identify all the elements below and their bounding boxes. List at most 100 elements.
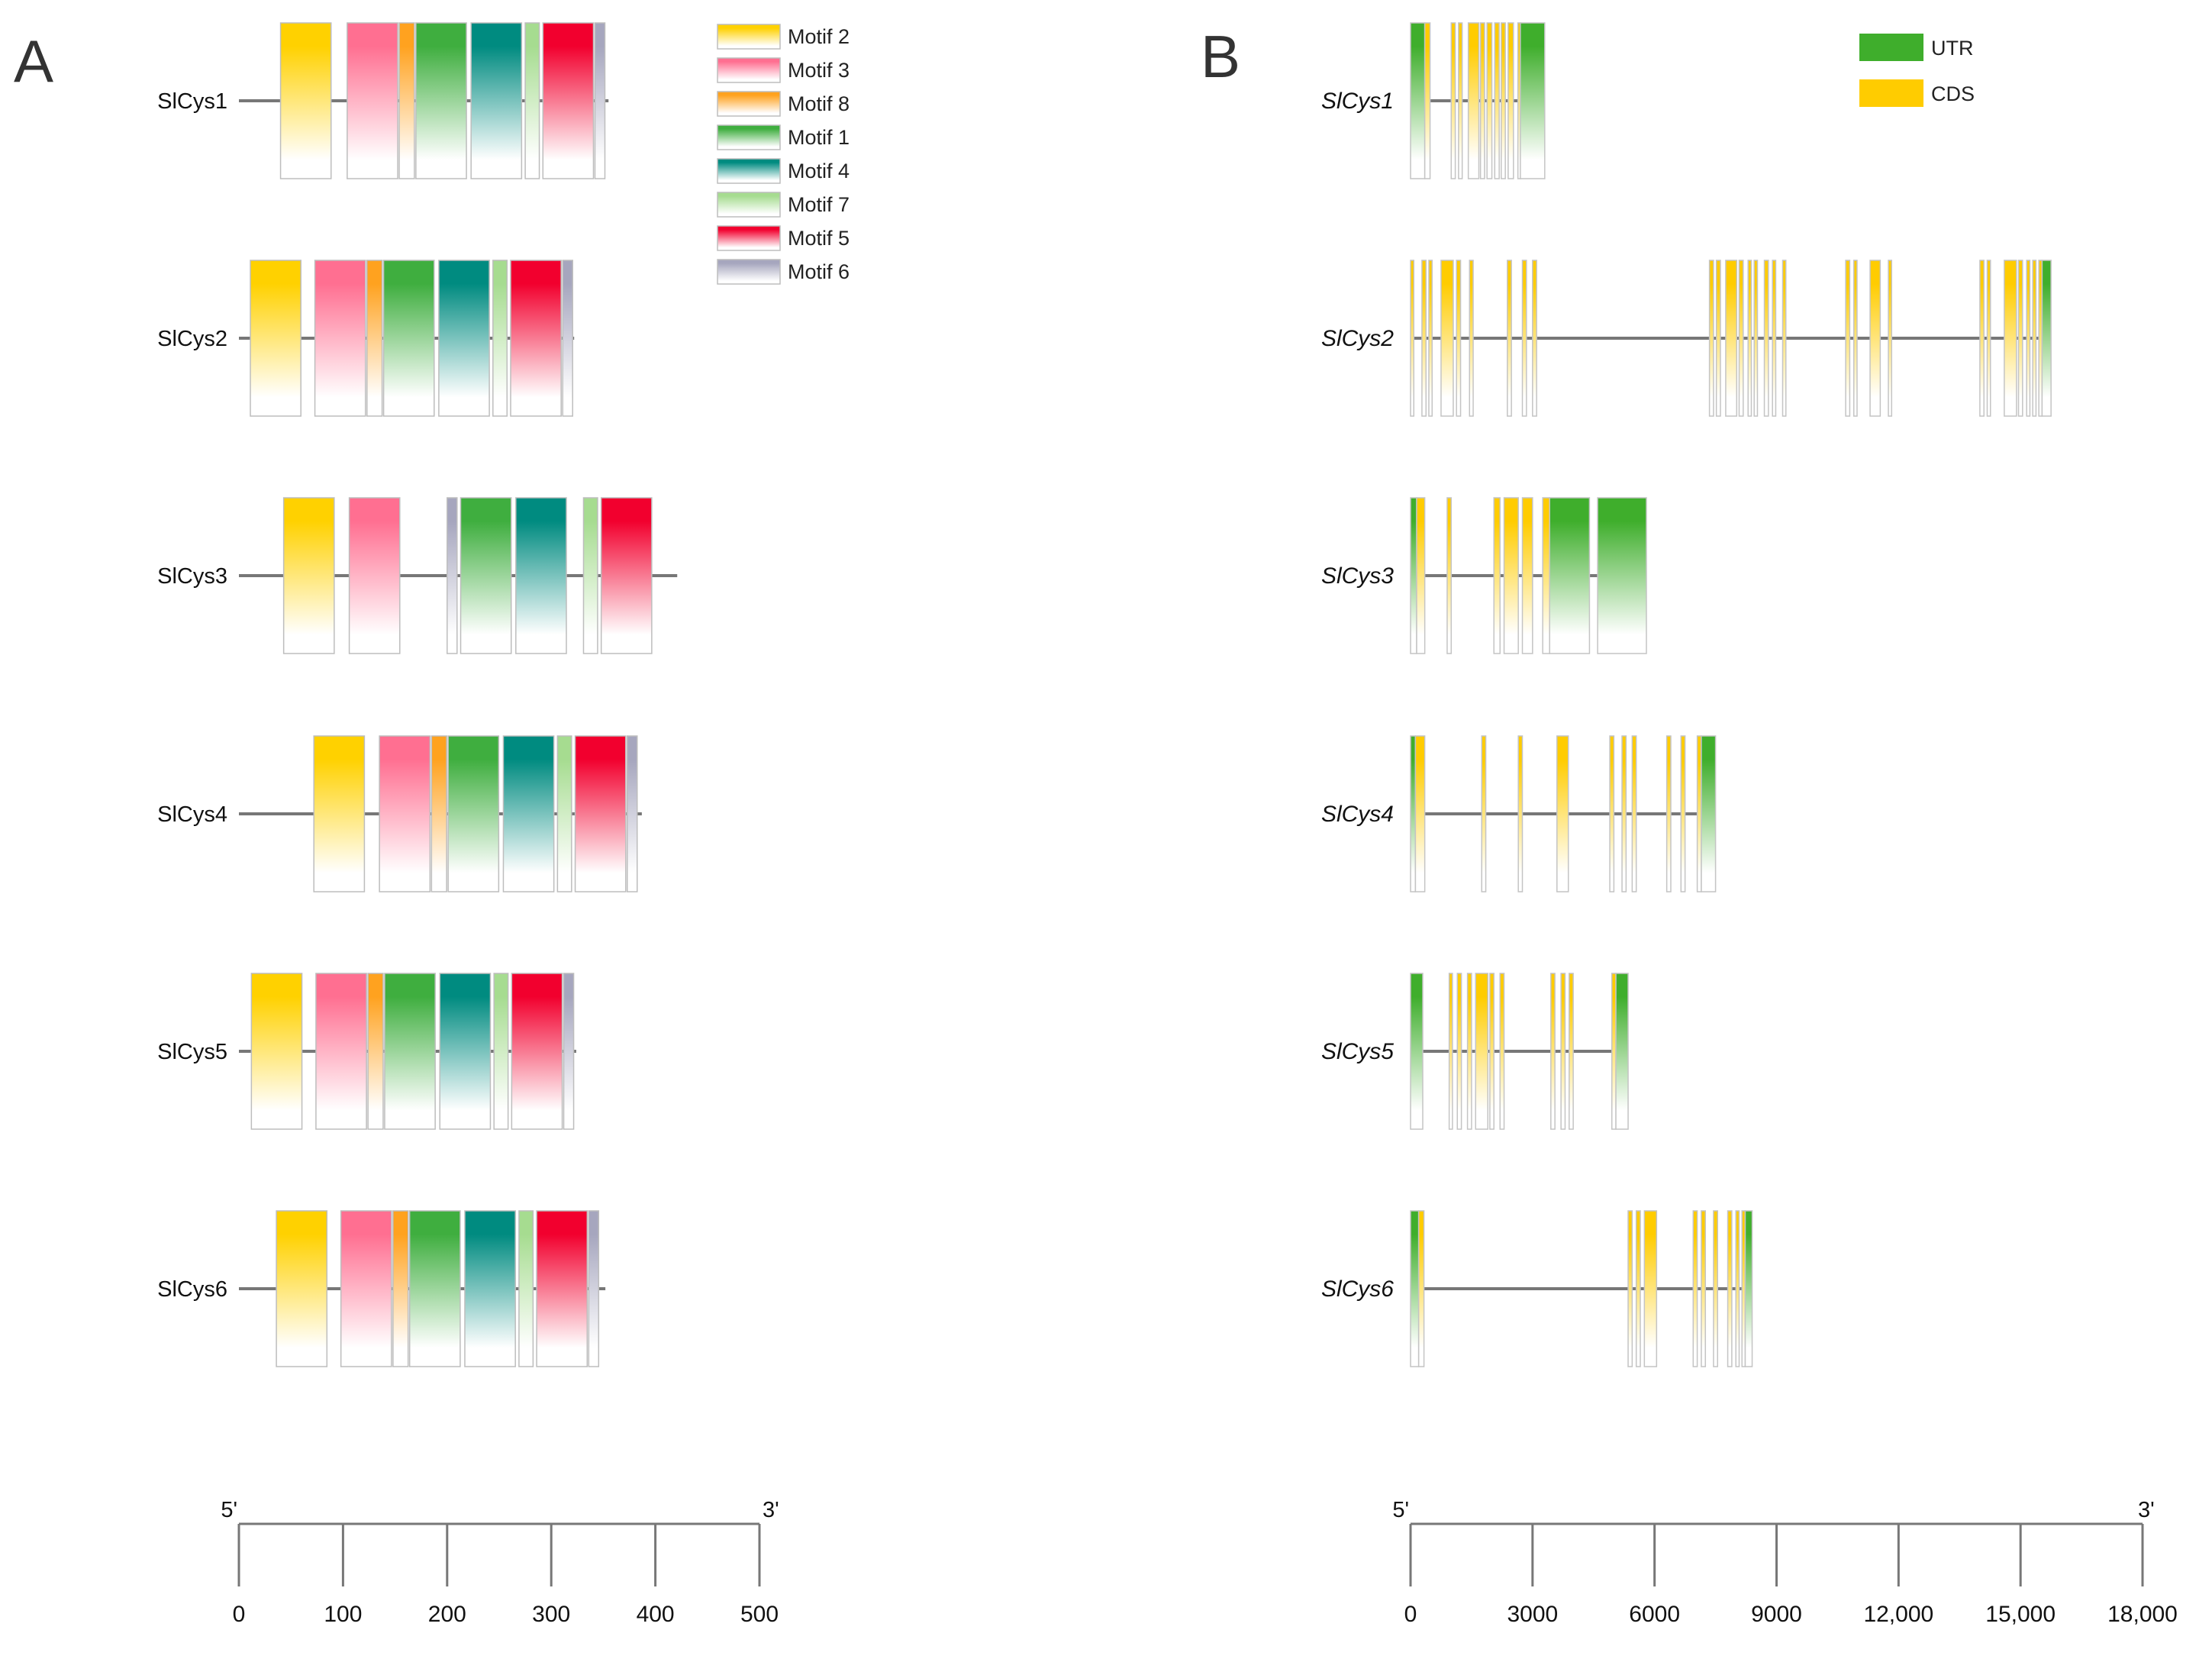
legend-item-motif-3: Motif 3 [717,57,850,83]
motif-box-motif-1 [408,1210,461,1367]
motif-box-motif-8 [392,1210,409,1367]
legend-label: Motif 1 [788,126,850,149]
cds-exon-block [1725,260,1738,417]
axis-tick-label: 18,000 [2107,1602,2178,1627]
motif-box-motif-8 [367,973,384,1130]
gene-label: SlCys4 [1321,802,1394,827]
motif-box-motif-6 [627,735,638,892]
cds-exon-block [1466,973,1472,1130]
motif-box-motif-4 [515,497,567,654]
motif-box-motif-4 [439,973,492,1130]
scale-axis-b: 0 3000 6000 9000 12,000 15,000 18,000 5' 3' [1392,1498,2178,1627]
cds-exon-block [1556,735,1569,892]
axis-tick-label: 0 [1404,1602,1417,1627]
gene-label: SlCys6 [1321,1277,1394,1302]
cds-exon-block [1696,735,1702,892]
axis-tick-label: 200 [428,1602,466,1627]
protein-row-slcys4: SlCys4 [157,735,642,892]
cds-exon-block [1772,260,1777,417]
axis-tick-label: 0 [233,1602,246,1627]
protein-row-slcys5: SlCys5 [157,973,576,1130]
cds-exon-block [1410,260,1415,417]
motif-box-motif-1 [447,735,500,892]
legend-swatch [717,24,781,50]
motif-box-motif-6 [588,1210,600,1367]
cds-exon-block [1753,260,1759,417]
cds-exon-block [1713,1210,1718,1367]
motif-box-motif-5 [510,260,562,417]
legend-item-motif-5: Motif 5 [717,225,850,251]
cds-exon-block [1481,735,1487,892]
motif-box-motif-6 [562,260,573,417]
cds-exon-block [1507,22,1514,179]
cds-exon-block [1715,260,1721,417]
legend-item-motif-2: Motif 2 [717,24,850,50]
cds-exon-block [1499,973,1505,1130]
cds-exon-block [2032,260,2037,417]
cds-exon-block [1631,735,1637,892]
motif-box-motif-2 [282,497,335,654]
cds-exon-block [1450,22,1456,179]
protein-label: SlCys1 [157,89,227,114]
motif-box-motif-2 [279,22,332,179]
gene-row-slcys2: SlCys2 [1321,260,2052,417]
cds-exon-block [1735,1210,1740,1367]
utr-exon-block [1410,1210,1420,1367]
gene-label: SlCys1 [1321,89,1394,114]
motif-box-motif-2 [250,973,303,1130]
motif-box-motif-3 [348,497,401,654]
utr-exon-block [1410,973,1424,1130]
legend-label: Motif 4 [788,160,850,182]
cds-exon-block [1414,735,1426,892]
cds-exon-block [1635,1210,1641,1367]
legend-label: Motif 7 [788,193,850,216]
cds-exon-block [1782,260,1787,417]
axis-tick-label: 3000 [1507,1602,1558,1627]
gene-label: SlCys5 [1321,1039,1394,1064]
motif-box-motif-7 [492,260,508,417]
gene-row-slcys4: SlCys4 [1321,735,1717,892]
protein-label: SlCys2 [157,327,227,351]
utr-exon-block [1549,497,1591,654]
cds-exon-block [1692,1210,1698,1367]
legend-item-motif-1: Motif 1 [717,124,850,150]
legend-swatch [717,57,781,83]
motif-box-motif-3 [379,735,431,892]
cds-exon-block [1517,735,1524,892]
legend-swatch [1859,34,1923,61]
protein-label: SlCys5 [157,1040,227,1064]
cds-exon-block [1416,497,1426,654]
motif-box-motif-7 [524,22,540,179]
axis-tick-label: 300 [532,1602,570,1627]
cds-exon-block [1701,1210,1707,1367]
cds-exon-block [1489,973,1495,1130]
motif-box-motif-2 [313,735,366,892]
axis-tick-label: 6000 [1629,1602,1680,1627]
motif-box-motif-3 [314,260,366,417]
cds-exon-block [1888,260,1893,417]
legend-swatch [717,158,781,184]
motif-box-motif-1 [415,22,467,179]
five-prime-label: 5' [1392,1498,1409,1522]
motif-box-motif-5 [574,735,627,892]
cds-exon-block [1475,973,1488,1130]
cds-exon-block [1609,735,1615,892]
motif-box-motif-2 [276,1210,328,1367]
gene-row-slcys1: SlCys1 [1321,22,1546,179]
motif-box-motif-1 [459,497,512,654]
legend-swatch [1859,79,1923,107]
axis-tick-label: 9000 [1751,1602,1802,1627]
gene-row-slcys3: SlCys3 [1321,497,1647,654]
cds-exon-block [1986,260,1991,417]
utr-exon-block [1410,735,1417,892]
motif-box-motif-7 [556,735,572,892]
utr-exon-block [1701,735,1717,892]
cds-exon-block [2004,260,2017,417]
cds-exon-block [1869,260,1881,417]
cds-exon-block [1542,497,1550,654]
cds-exon-block [1979,260,1985,417]
legend-swatch [717,259,781,285]
motif-box-motif-6 [594,22,606,179]
three-prime-label: 3' [763,1498,779,1522]
motif-box-motif-4 [502,735,555,892]
